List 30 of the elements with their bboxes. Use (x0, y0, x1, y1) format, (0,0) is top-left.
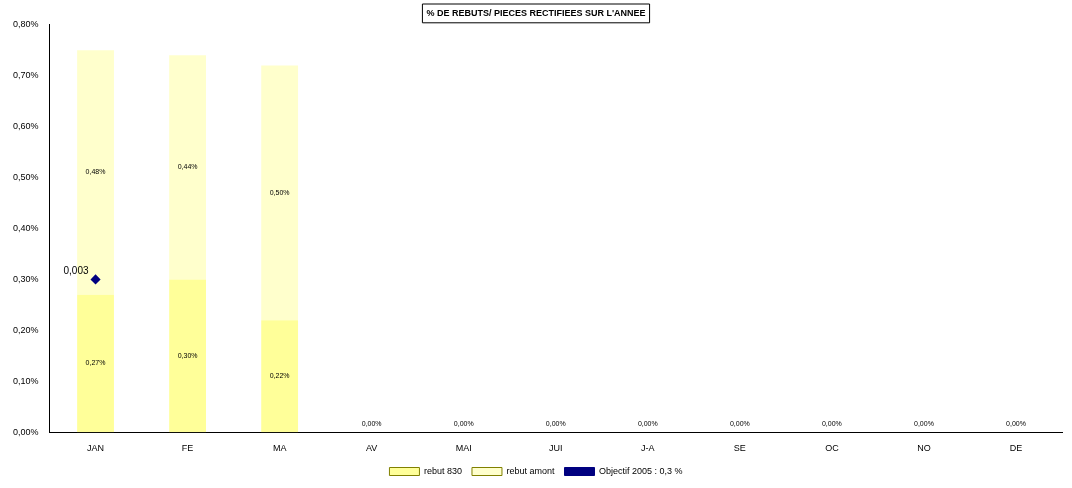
legend-label: Objectif 2005 : 0,3 % (599, 465, 683, 476)
legend-label: rebut 830 (423, 465, 462, 476)
x-tick-label: NO (917, 443, 931, 454)
bar (169, 55, 206, 280)
chart-title: % DE REBUTS/ PIECES RECTIFIEES SUR L'ANNEE (426, 7, 646, 18)
legend-label: rebut amont (506, 465, 555, 476)
x-tick-label: SE (733, 443, 746, 454)
bar (77, 294, 114, 433)
bar (261, 320, 299, 433)
y-tick-label: 0,00% (12, 426, 39, 437)
y-tick-label: 0,10% (12, 375, 39, 386)
bar (169, 279, 206, 433)
x-tick-label: AV (366, 443, 378, 454)
annotation: 0,003 (63, 265, 89, 277)
y-tick-label: 0,60% (12, 121, 39, 132)
x-tick-label: FE (181, 443, 194, 454)
x-tick-label: OC (825, 443, 840, 454)
x-tick-label: MA (272, 443, 287, 454)
x-tick-label: JAN (87, 443, 105, 454)
y-tick-label: 0,30% (12, 273, 39, 284)
y-tick-label: 0,80% (12, 19, 39, 30)
y-tick-label: 0,70% (12, 70, 39, 81)
x-tick-label: DE (1009, 443, 1023, 454)
x-tick-label: JUI (549, 443, 563, 454)
x-tick-label: MAI (455, 443, 472, 454)
bar (261, 65, 299, 321)
x-tick-label: J-A (641, 443, 655, 454)
y-tick-label: 0,20% (12, 324, 39, 335)
y-tick-label: 0,50% (12, 172, 39, 183)
y-tick-label: 0,40% (12, 222, 39, 233)
